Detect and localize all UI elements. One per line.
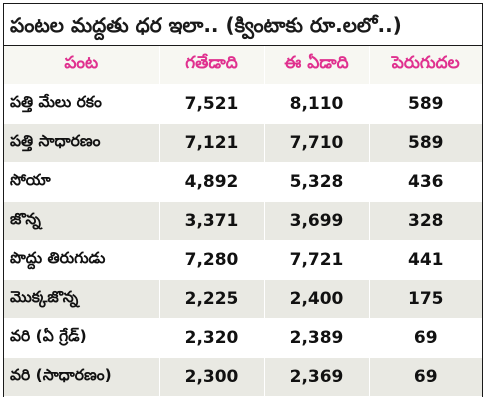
last-year-price: 2,320 <box>159 318 265 358</box>
table-title: పంటల మద్దతు ధర ఇలా.. (క్వింటాకు రూ.లలో..… <box>4 4 482 46</box>
price-increase: 589 <box>369 84 482 124</box>
crop-name: పత్తి మేలు రకం <box>4 84 160 124</box>
msp-table: పంట గతేడాది ఈ ఏడాది పెరుగుదల పత్తి మేలు … <box>4 46 482 397</box>
this-year-price: 2,369 <box>264 357 370 397</box>
table-row: జొన్న 3,371 3,699 328 <box>4 201 482 241</box>
table-row: సోయా 4,892 5,328 436 <box>4 162 482 202</box>
last-year-price: 2,225 <box>159 279 265 319</box>
header-row: పంట గతేడాది ఈ ఏడాది పెరుగుదల <box>4 46 482 85</box>
this-year-price: 7,721 <box>264 240 370 280</box>
crop-name: వరి (ఏ గ్రేడ్) <box>4 318 160 358</box>
last-year-price: 7,521 <box>159 84 265 124</box>
price-increase: 441 <box>369 240 482 280</box>
price-increase: 436 <box>369 162 482 202</box>
last-year-price: 4,892 <box>159 162 265 202</box>
price-increase: 175 <box>369 279 482 319</box>
crop-name: మొక్కజొన్న <box>4 279 160 319</box>
crop-name: పొద్దు తిరుగుడు <box>4 240 160 280</box>
column-header-this-year: ఈ ఏడాది <box>264 46 370 85</box>
table-row: మొక్కజొన్న 2,225 2,400 175 <box>4 279 482 319</box>
this-year-price: 5,328 <box>264 162 370 202</box>
table-row: పొద్దు తిరుగుడు 7,280 7,721 441 <box>4 240 482 280</box>
this-year-price: 7,710 <box>264 123 370 163</box>
table-row: వరి (సాధారణం) 2,300 2,369 69 <box>4 357 482 397</box>
column-header-increase: పెరుగుదల <box>369 46 482 85</box>
this-year-price: 2,389 <box>264 318 370 358</box>
this-year-price: 2,400 <box>264 279 370 319</box>
last-year-price: 7,121 <box>159 123 265 163</box>
crop-name: పత్తి సాధారణం <box>4 123 160 163</box>
price-increase: 69 <box>369 357 482 397</box>
last-year-price: 7,280 <box>159 240 265 280</box>
column-header-crop: పంట <box>4 46 160 85</box>
column-header-last-year: గతేడాది <box>159 46 265 85</box>
this-year-price: 3,699 <box>264 201 370 241</box>
table-row: పత్తి మేలు రకం 7,521 8,110 589 <box>4 84 482 124</box>
this-year-price: 8,110 <box>264 84 370 124</box>
crop-name: జొన్న <box>4 201 160 241</box>
price-increase: 589 <box>369 123 482 163</box>
table-row: వరి (ఏ గ్రేడ్) 2,320 2,389 69 <box>4 318 482 358</box>
price-increase: 69 <box>369 318 482 358</box>
crop-name: వరి (సాధారణం) <box>4 357 160 397</box>
crop-name: సోయా <box>4 162 160 202</box>
table-row: పత్తి సాధారణం 7,121 7,710 589 <box>4 123 482 163</box>
last-year-price: 3,371 <box>159 201 265 241</box>
price-increase: 328 <box>369 201 482 241</box>
msp-table-card: పంటల మద్దతు ధర ఇలా.. (క్వింటాకు రూ.లలో..… <box>3 3 483 397</box>
last-year-price: 2,300 <box>159 357 265 397</box>
